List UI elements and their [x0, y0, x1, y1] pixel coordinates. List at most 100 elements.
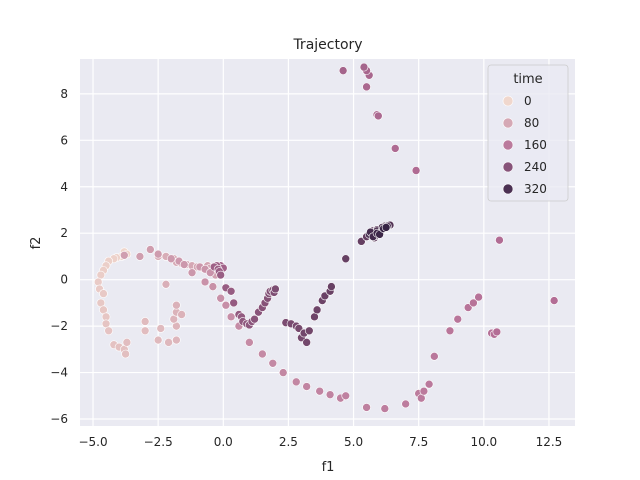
- data-point: [495, 235, 504, 245]
- legend-label: 240: [524, 160, 547, 174]
- data-point: [341, 391, 351, 401]
- x-axis-label: f1: [322, 460, 335, 475]
- x-tick-label: 2.5: [279, 435, 298, 449]
- data-point: [271, 284, 280, 294]
- y-tick-label: −2: [50, 319, 68, 333]
- data-point: [315, 386, 324, 396]
- legend-entries: 0 80 160 240 320: [502, 94, 547, 196]
- data-point: [187, 268, 197, 277]
- data-point: [453, 314, 463, 324]
- data-point: [166, 254, 176, 264]
- data-point: [161, 280, 171, 289]
- data-point: [250, 314, 259, 324]
- x-tick-label: −2.5: [144, 435, 173, 449]
- data-point: [258, 349, 267, 359]
- chart-title: Trajectory: [292, 37, 362, 53]
- data-point: [424, 379, 434, 389]
- data-point: [411, 166, 421, 175]
- data-point: [216, 270, 225, 280]
- data-point: [341, 254, 351, 264]
- data-point: [302, 382, 311, 391]
- data-point: [278, 368, 288, 377]
- data-point: [325, 390, 335, 399]
- data-point: [172, 335, 181, 345]
- data-point: [122, 338, 132, 347]
- data-point: [362, 403, 371, 412]
- data-point: [474, 292, 483, 302]
- data-point: [172, 300, 181, 310]
- data-point: [445, 326, 455, 336]
- y-axis-label: f2: [29, 237, 44, 250]
- data-point: [229, 298, 239, 308]
- data-point: [304, 326, 314, 336]
- data-point: [268, 358, 278, 368]
- legend-title: time: [513, 72, 542, 87]
- y-tick-label: 6: [60, 133, 68, 147]
- data-point: [200, 277, 210, 287]
- data-point: [381, 223, 391, 232]
- data-point: [327, 282, 336, 291]
- data-point: [121, 349, 130, 359]
- legend-marker: [502, 117, 514, 129]
- legend: time 0 80 160 240 320: [487, 64, 569, 202]
- data-point: [153, 335, 163, 345]
- data-point: [99, 289, 108, 298]
- data-point: [380, 404, 390, 413]
- data-points: [93, 62, 559, 413]
- x-tick-label: 12.5: [536, 435, 563, 449]
- data-point: [338, 66, 348, 75]
- data-point: [374, 111, 383, 121]
- data-point: [164, 338, 173, 347]
- data-point: [291, 377, 301, 387]
- data-point: [119, 250, 129, 260]
- legend-marker: [502, 95, 514, 107]
- data-point: [312, 305, 322, 315]
- y-tick-label: −6: [50, 412, 68, 426]
- legend-marker: [502, 139, 514, 151]
- data-point: [419, 386, 429, 396]
- legend-label: 320: [524, 182, 547, 196]
- data-point: [93, 277, 103, 287]
- data-point: [401, 399, 410, 409]
- legend-label: 160: [524, 138, 547, 152]
- legend-label: 80: [524, 116, 539, 130]
- data-point: [245, 338, 254, 347]
- x-tick-label: 10.0: [470, 435, 497, 449]
- data-point: [208, 282, 218, 291]
- data-point: [469, 298, 478, 308]
- x-tick-label: 5.0: [344, 435, 363, 449]
- data-point: [140, 326, 150, 336]
- legend-marker: [502, 161, 514, 173]
- data-point: [359, 62, 369, 72]
- data-point: [362, 82, 371, 92]
- y-tick-label: 2: [60, 226, 68, 240]
- y-tick-label: 8: [60, 87, 68, 101]
- y-tick-labels: −6 −4 −2 0 2 4 6 8: [50, 87, 68, 426]
- legend-marker: [502, 183, 514, 195]
- data-point: [390, 144, 400, 153]
- data-point: [221, 300, 231, 310]
- x-tick-label: 7.5: [409, 435, 428, 449]
- data-point: [226, 286, 236, 296]
- data-point: [302, 338, 311, 347]
- data-point: [179, 260, 189, 269]
- y-tick-label: 0: [60, 273, 68, 287]
- data-point: [492, 327, 502, 337]
- x-tick-labels: −5.0 −2.5 0.0 2.5 5.0 7.5 10.0 12.5: [78, 435, 562, 449]
- data-point: [135, 252, 145, 261]
- data-point: [140, 317, 150, 326]
- legend-label: 0: [524, 94, 532, 108]
- data-point: [177, 310, 186, 319]
- data-point: [146, 245, 155, 254]
- x-tick-label: 0.0: [214, 435, 233, 449]
- data-point: [104, 326, 113, 336]
- data-point: [153, 249, 163, 259]
- data-point: [226, 312, 236, 322]
- data-point: [430, 352, 439, 361]
- data-point: [216, 293, 225, 303]
- y-tick-label: 4: [60, 180, 68, 194]
- y-tick-label: −4: [50, 366, 68, 380]
- data-point: [156, 324, 166, 333]
- x-tick-label: −5.0: [78, 435, 107, 449]
